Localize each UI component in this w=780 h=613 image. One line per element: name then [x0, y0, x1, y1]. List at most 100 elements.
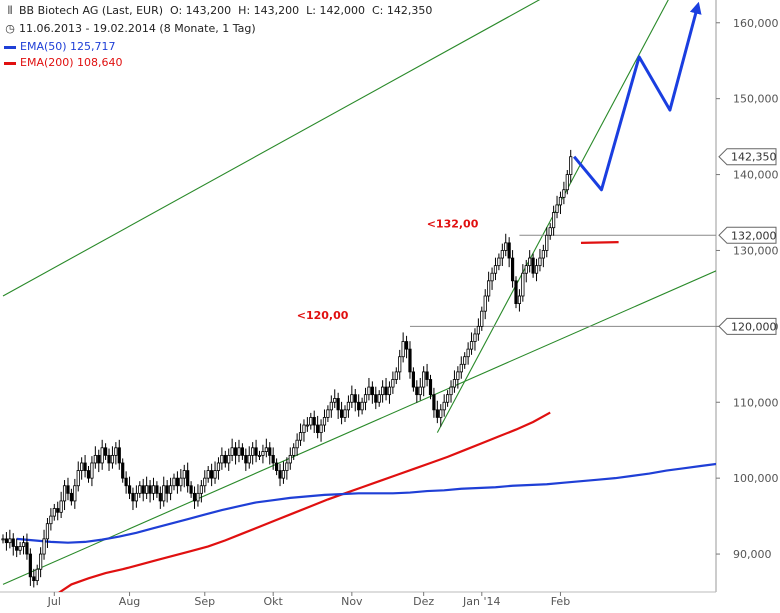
- candle: [565, 170, 569, 195]
- candle-body: [510, 257, 515, 282]
- candle-body: [93, 454, 97, 464]
- candle-body: [148, 485, 152, 494]
- candle-body: [25, 542, 29, 555]
- candle-body: [357, 401, 361, 411]
- candle: [353, 388, 357, 412]
- candle-body: [52, 508, 56, 517]
- candle-body: [432, 394, 436, 411]
- candle: [59, 491, 63, 518]
- candle: [237, 439, 241, 463]
- candle-body: [189, 485, 193, 494]
- candle: [370, 381, 374, 404]
- candle: [203, 470, 207, 493]
- level-tag-label: 120,000: [731, 320, 777, 333]
- candle-body: [415, 386, 419, 396]
- candle-body: [558, 196, 563, 206]
- candle: [387, 381, 392, 404]
- candle-body: [227, 454, 231, 464]
- support-segment: [580, 241, 619, 244]
- candle-body: [346, 401, 351, 411]
- candle: [21, 535, 26, 555]
- candle-body: [439, 409, 443, 418]
- candle-body: [124, 477, 128, 487]
- candle: [350, 385, 354, 408]
- candle: [339, 401, 344, 425]
- candle: [322, 409, 327, 432]
- candle-body: [100, 447, 104, 464]
- y-tick-label: 90,000: [733, 548, 772, 561]
- candle: [329, 395, 333, 418]
- candle: [73, 478, 77, 509]
- candle: [490, 267, 494, 290]
- candle-body: [425, 371, 429, 380]
- candle-body: [151, 485, 156, 494]
- candle-body: [237, 447, 241, 456]
- ema50-legend: EMA(50) 125,717: [4, 40, 116, 53]
- candle: [104, 443, 108, 460]
- candle-body: [220, 454, 224, 464]
- candle-body: [138, 485, 142, 494]
- candle: [326, 405, 330, 422]
- candle-body: [182, 470, 186, 479]
- candle: [295, 433, 299, 456]
- candle: [45, 518, 50, 548]
- x-tick-label: Jan '14: [462, 595, 500, 608]
- candle: [18, 541, 22, 555]
- candle-body: [18, 546, 22, 551]
- candle: [93, 446, 97, 469]
- candle: [107, 448, 111, 471]
- candle: [124, 471, 128, 494]
- candle-body: [333, 398, 337, 403]
- price-annotation: <120,00: [297, 309, 349, 322]
- candle-body: [531, 257, 535, 274]
- candle-body: [210, 470, 214, 479]
- candle: [172, 473, 176, 491]
- candle-body: [15, 546, 19, 551]
- candle-body: [353, 394, 357, 403]
- trend-line: [2, 0, 541, 297]
- candle-body: [251, 447, 255, 456]
- candle-body: [56, 508, 60, 513]
- candle: [66, 477, 70, 501]
- candle: [528, 250, 532, 273]
- candle: [162, 476, 166, 507]
- candle: [62, 480, 67, 511]
- candle: [52, 503, 56, 521]
- candle: [541, 244, 545, 268]
- candle-body: [483, 295, 487, 312]
- candle-body: [117, 447, 121, 464]
- trend-line: [2, 270, 716, 585]
- candle-body: [387, 386, 392, 396]
- candle: [305, 417, 309, 432]
- period-text: 11.06.2013 - 19.02.2014 (8 Monate, 1 Tag…: [19, 22, 256, 35]
- candle-body: [285, 462, 289, 471]
- candle: [192, 486, 197, 509]
- candle: [138, 481, 142, 498]
- x-tick-label: Feb: [551, 595, 570, 608]
- candle: [445, 390, 450, 407]
- ema200-legend: EMA(200) 108,640: [4, 56, 123, 69]
- candle: [298, 423, 303, 446]
- candle: [302, 419, 306, 442]
- candle: [247, 446, 251, 469]
- candle-body: [213, 470, 217, 479]
- candle-body: [80, 462, 84, 471]
- candle: [121, 458, 125, 483]
- candle-body: [466, 348, 470, 358]
- candle-body: [312, 417, 316, 426]
- candle-body: [381, 386, 385, 396]
- candle-body: [110, 454, 115, 464]
- candle-body: [302, 424, 306, 434]
- candle-body: [404, 341, 409, 350]
- candle-body: [261, 451, 265, 456]
- candle-body: [339, 409, 344, 418]
- y-tick-label: 130,000: [733, 244, 779, 257]
- candle-body: [545, 234, 549, 251]
- candle: [428, 374, 433, 400]
- candle: [333, 389, 337, 408]
- candle: [476, 318, 480, 341]
- candle-body: [66, 485, 70, 494]
- candle-body: [411, 371, 416, 388]
- candle: [381, 380, 385, 403]
